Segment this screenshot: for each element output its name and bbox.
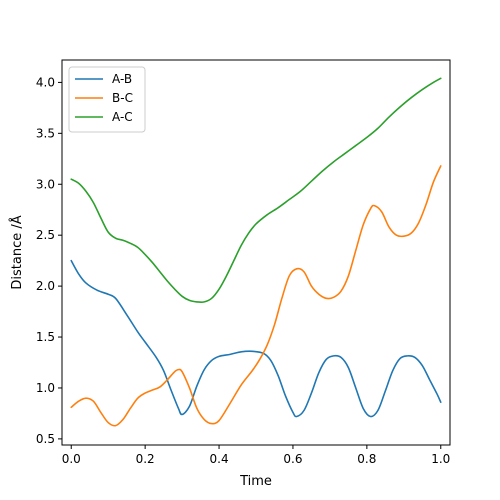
plot-area bbox=[61, 59, 451, 446]
x-tick-label: 0.6 bbox=[283, 452, 302, 466]
x-axis-label: Time bbox=[239, 474, 272, 489]
x-axis-ticks: 0.0 0.2 0.4 0.6 0.8 1.0 bbox=[62, 445, 450, 466]
legend-label: A-B bbox=[112, 72, 132, 86]
legend-label: B-C bbox=[112, 91, 133, 105]
x-tick-label: 0.4 bbox=[210, 452, 229, 466]
x-tick-label: 1.0 bbox=[431, 452, 450, 466]
y-tick-label: 2.0 bbox=[36, 279, 55, 293]
y-tick-label: 1.5 bbox=[36, 330, 55, 344]
plot-frame bbox=[61, 59, 451, 446]
x-tick-label: 0.0 bbox=[62, 452, 81, 466]
y-tick-label: 2.5 bbox=[36, 228, 55, 242]
legend: A-B B-C A-C bbox=[68, 66, 146, 133]
y-tick-label: 3.5 bbox=[36, 126, 55, 140]
y-axis-label: Distance /Å bbox=[9, 215, 25, 289]
y-tick-label: 4.0 bbox=[36, 75, 55, 89]
series-line-a-b bbox=[70, 259, 442, 418]
legend-label: A-C bbox=[112, 110, 133, 124]
y-tick-label: 0.5 bbox=[36, 432, 55, 446]
y-tick-label: 1.0 bbox=[36, 381, 55, 395]
series-layer bbox=[70, 77, 442, 427]
x-tick-label: 0.8 bbox=[357, 452, 376, 466]
x-tick-label: 0.2 bbox=[136, 452, 155, 466]
y-axis-ticks: 0.5 1.0 1.5 2.0 2.5 3.0 3.5 4.0 bbox=[36, 75, 62, 446]
series-line-b-c bbox=[70, 165, 442, 427]
legend-box bbox=[68, 66, 146, 133]
y-tick-label: 3.0 bbox=[36, 177, 55, 191]
series-line-a-c bbox=[70, 77, 442, 304]
